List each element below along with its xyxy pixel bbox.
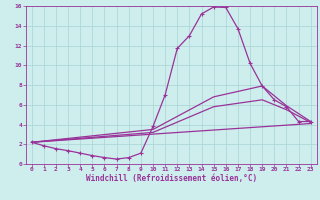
X-axis label: Windchill (Refroidissement éolien,°C): Windchill (Refroidissement éolien,°C) (86, 174, 257, 183)
